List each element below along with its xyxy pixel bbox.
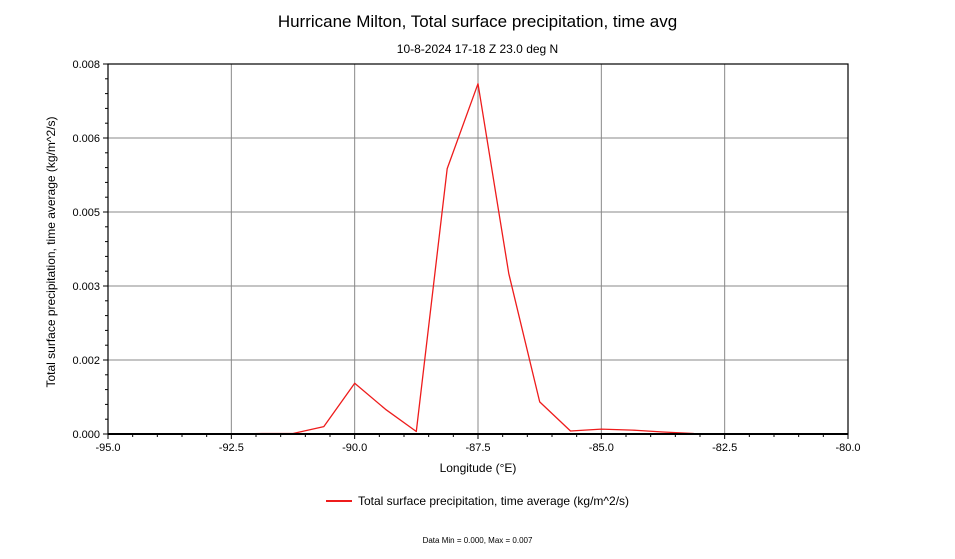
plot-frame xyxy=(107,63,849,435)
chart-subtitle: 10-8-2024 17-18 Z 23.0 deg N xyxy=(396,42,559,56)
x-tick-label: -90.0 xyxy=(342,442,367,454)
line-chart: -95.0 -92.5 -90.0 -87.5 -85.0 -82.5 -80.0 0.000… xyxy=(44,59,861,475)
x-tick-label: -92.5 xyxy=(219,442,244,454)
y-tick-label: 0.008 xyxy=(72,59,100,71)
y-tick-label: 0.003 xyxy=(72,281,100,293)
data-range-note: Data Min = 0.000, Max = 0.007 xyxy=(422,536,533,545)
x-tick-label: -85.0 xyxy=(589,442,614,454)
y-axis-label: Total surface precipitation, time averag… xyxy=(44,116,58,387)
x-tick-label: -82.5 xyxy=(712,442,737,454)
x-axis-label: Longitude (°E) xyxy=(440,461,517,475)
legend: Total surface precipitation, time averag… xyxy=(0,494,955,508)
tick-labels: -95.0 -92.5 -90.0 -87.5 -85.0 -82.5 -80.0 0.000… xyxy=(72,59,860,454)
legend-swatch xyxy=(325,500,352,502)
axis-ticks xyxy=(103,63,849,439)
y-tick-label: 0.005 xyxy=(72,207,100,219)
x-tick-label: -80.0 xyxy=(835,442,860,454)
x-tick-label: -95.0 xyxy=(95,442,120,454)
y-tick-label: 0.000 xyxy=(72,429,100,441)
x-tick-label: -87.5 xyxy=(465,442,490,454)
y-tick-label: 0.006 xyxy=(72,133,100,145)
chart-title: Hurricane Milton, Total surface precipit… xyxy=(277,12,678,31)
y-tick-label: 0.002 xyxy=(72,355,100,367)
legend-label: Total surface precipitation, time averag… xyxy=(357,494,630,508)
grid-lines xyxy=(107,63,849,435)
